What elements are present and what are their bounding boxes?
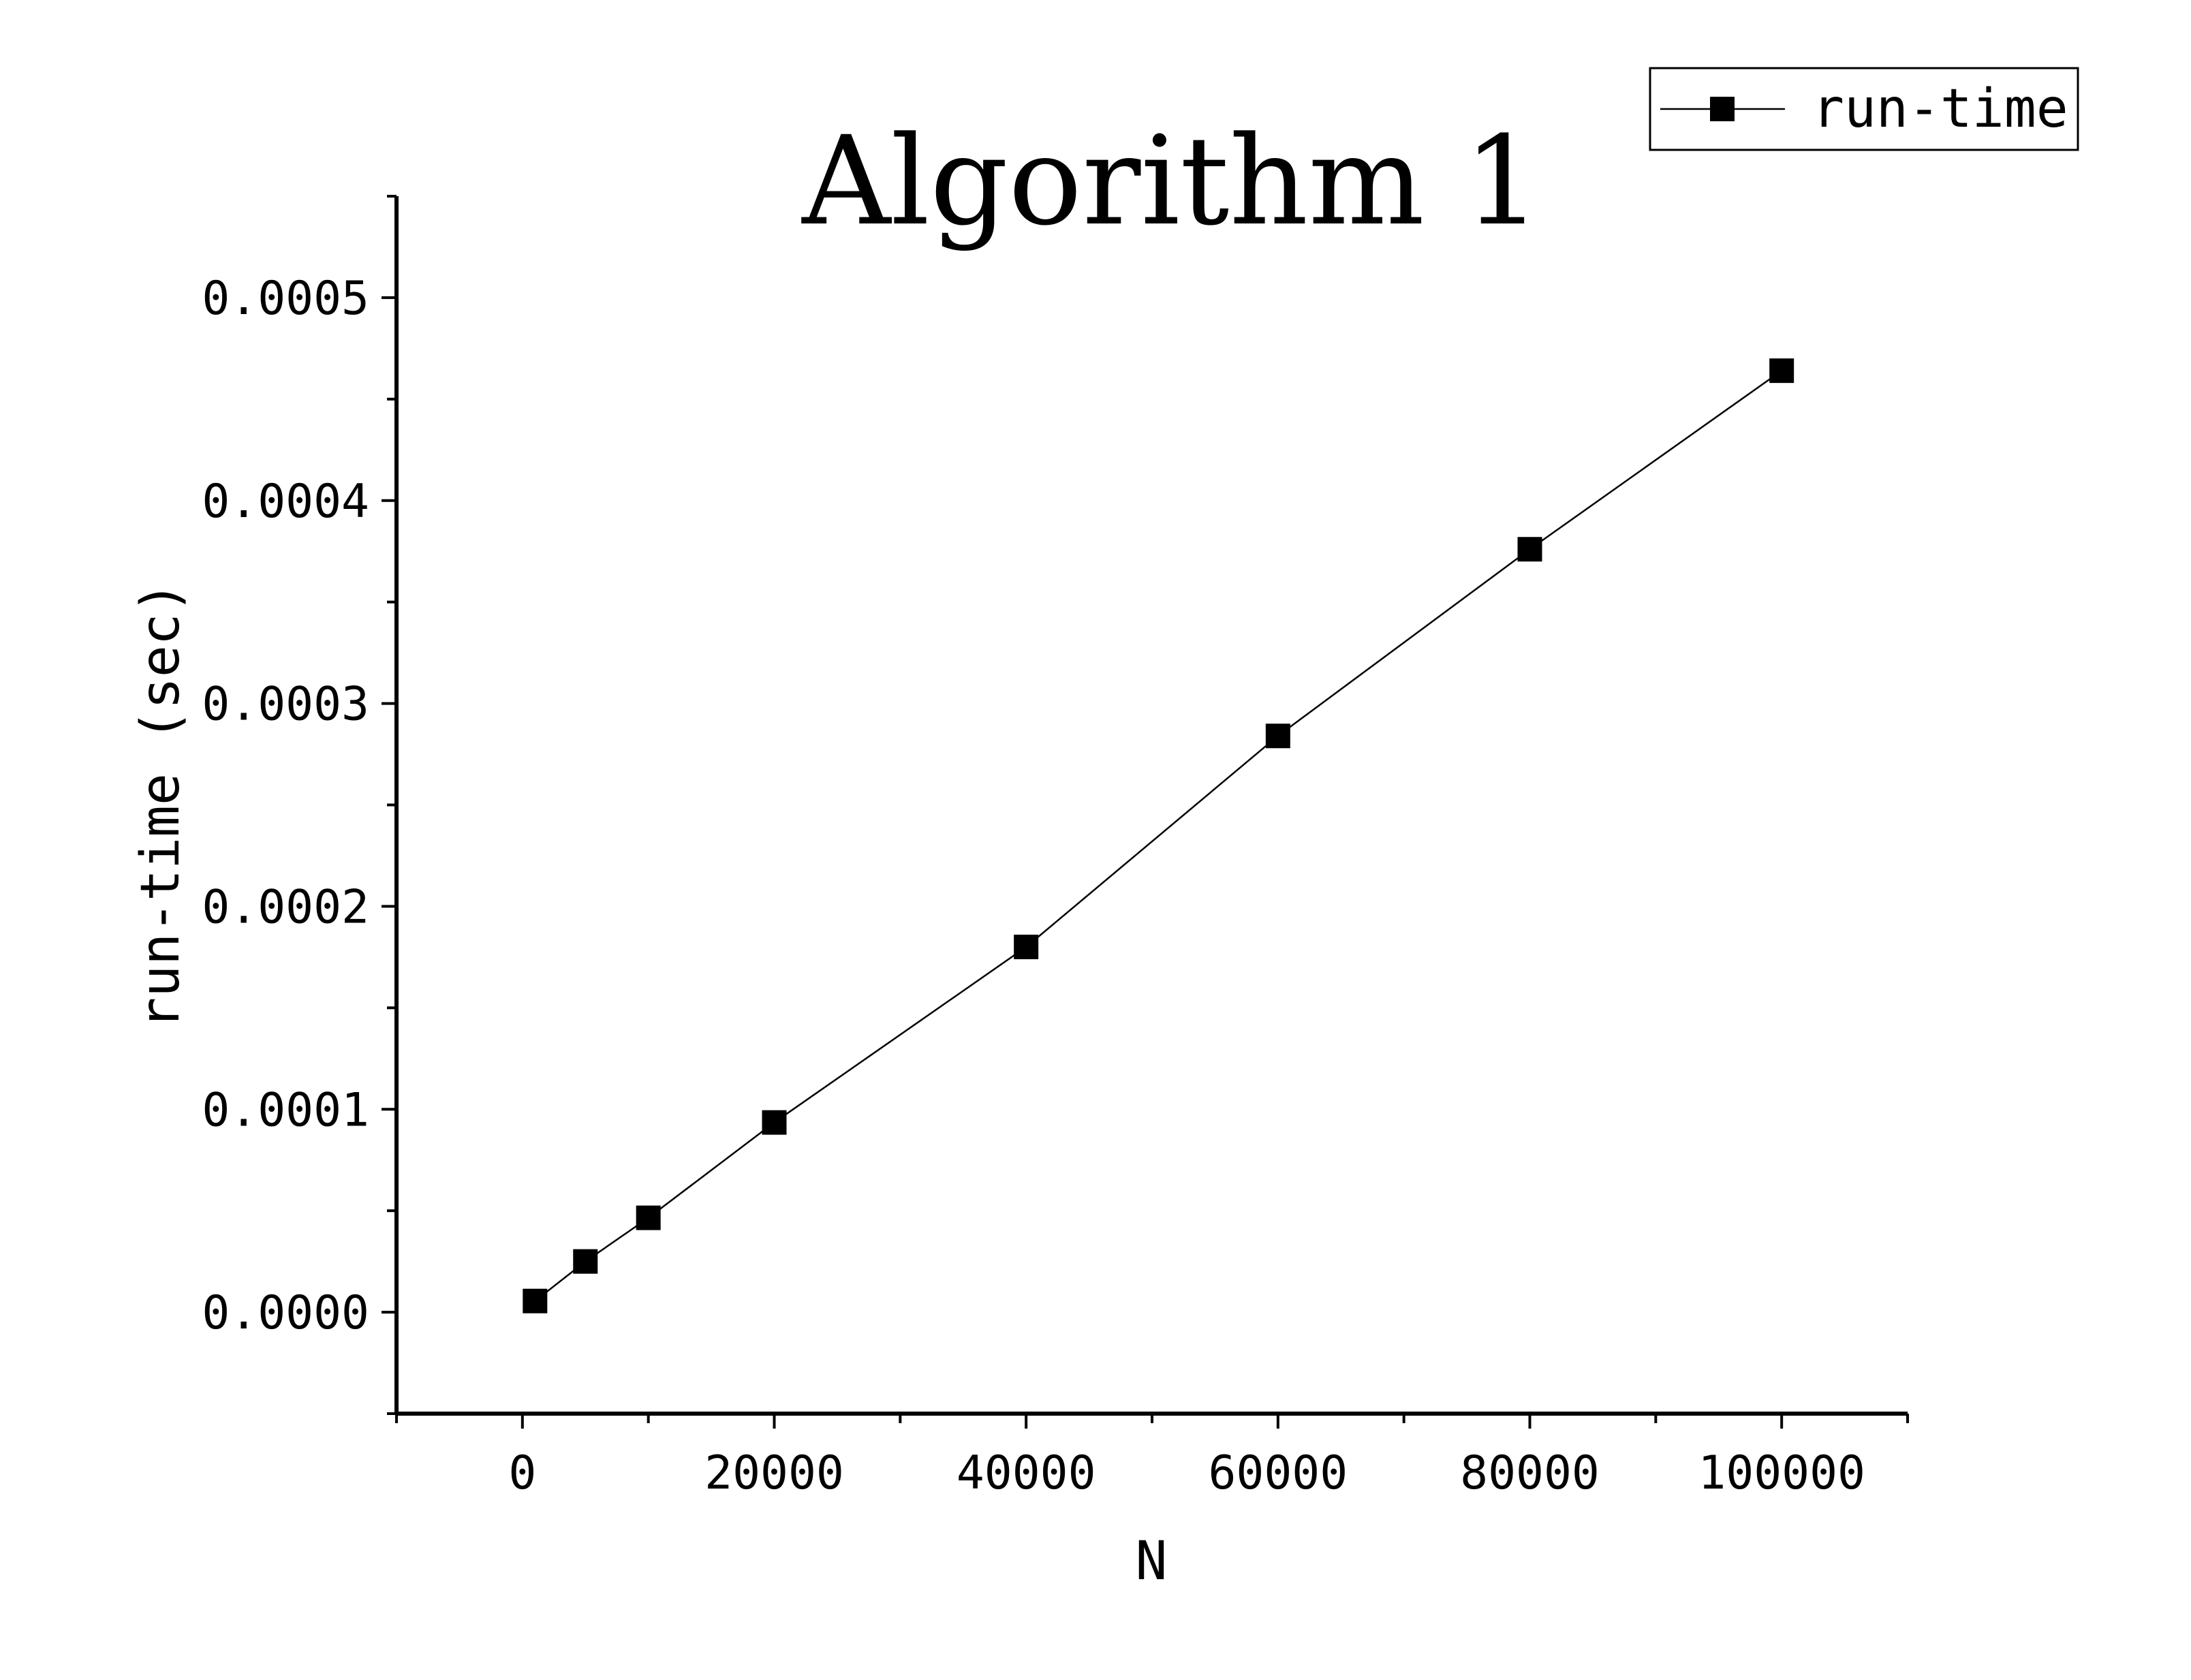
y-tick-label: 0.0005 [202, 272, 369, 326]
y-axis-label: run-time (sec) [130, 581, 191, 1029]
legend: run-time [1649, 67, 2079, 151]
y-tick-label: 0.0000 [202, 1286, 369, 1340]
data-point [573, 1249, 598, 1274]
data-point [523, 1288, 548, 1313]
x-tick-label: 20000 [704, 1446, 844, 1500]
y-tick-label: 0.0001 [202, 1083, 369, 1137]
axis-ticks [382, 195, 1909, 1429]
axis-tick-labels: 0 20000 40000 60000 80000 100000 0.0000 0.0001 0… [202, 272, 1865, 1500]
data-point [1014, 934, 1039, 959]
x-tick-label: 80000 [1460, 1446, 1600, 1500]
x-tick-label: 40000 [957, 1446, 1096, 1500]
x-axis-label: N [1136, 1531, 1168, 1592]
x-tick-label: 60000 [1208, 1446, 1348, 1500]
series-layer [523, 358, 1794, 1313]
data-point [1769, 358, 1794, 384]
chart-title: Algorithm 1 [801, 110, 1541, 253]
legend-label: run-time [1812, 78, 2068, 140]
data-point [636, 1205, 661, 1230]
x-tick-label: 100000 [1698, 1446, 1865, 1500]
y-tick-label: 0.0004 [202, 475, 369, 529]
y-tick-label: 0.0003 [202, 678, 369, 732]
x-tick-label: 0 [508, 1446, 536, 1500]
data-point [1265, 724, 1290, 749]
legend-marker-swatch [1710, 97, 1735, 121]
data-point [762, 1110, 787, 1135]
y-tick-label: 0.0002 [202, 880, 369, 934]
data-point [1517, 537, 1542, 562]
legend-box [1649, 67, 2079, 151]
